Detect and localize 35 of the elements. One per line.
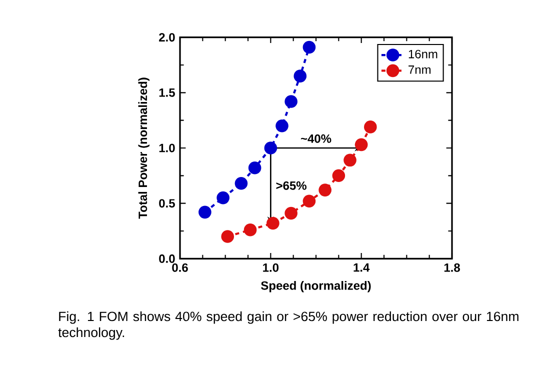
point xyxy=(284,206,298,220)
x-tick-label: 1.4 xyxy=(354,263,370,272)
point xyxy=(318,184,332,196)
point xyxy=(248,162,262,174)
point xyxy=(276,119,288,132)
y-tick-label: 1.0 xyxy=(159,144,175,152)
point xyxy=(234,176,248,190)
legend-label: 7nm xyxy=(408,66,430,74)
point xyxy=(264,142,278,154)
point xyxy=(344,154,356,167)
x-axis-title: Speed (normalized) xyxy=(261,281,371,292)
y-tick-label: 0.0 xyxy=(159,254,175,263)
x-tick-label: 1.0 xyxy=(263,263,279,272)
y-tick-label: 1.5 xyxy=(159,88,175,97)
x-tick-label: 1.8 xyxy=(444,263,460,272)
point xyxy=(216,191,230,204)
point xyxy=(354,138,368,152)
point xyxy=(198,206,212,219)
point xyxy=(266,216,280,230)
point xyxy=(332,169,346,182)
annotation: ~40% xyxy=(300,134,332,143)
point xyxy=(364,120,377,134)
legend-label: 16nm xyxy=(408,50,438,58)
x-tick-label: 0.6 xyxy=(172,263,188,272)
annotation: >65% xyxy=(276,181,306,190)
y-tick-label: 0.5 xyxy=(159,199,175,208)
y-axis-title: Total Power (normalized) xyxy=(138,78,150,219)
point xyxy=(302,194,316,208)
y-tick-label: 2.0 xyxy=(159,33,175,42)
point xyxy=(221,230,234,243)
point xyxy=(284,95,298,108)
caption: Fig. 1 FOM shows 40% speed gain or >65% power reduction over our 16nm technology. xyxy=(58,311,518,340)
point xyxy=(302,40,316,54)
point xyxy=(244,223,257,236)
point xyxy=(294,70,307,82)
